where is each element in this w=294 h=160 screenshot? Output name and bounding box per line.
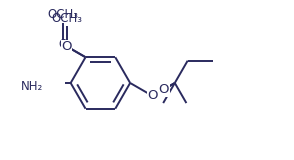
Text: O: O: [147, 89, 158, 102]
Text: OCH₃: OCH₃: [51, 12, 82, 25]
Text: O: O: [61, 40, 72, 53]
Text: O: O: [59, 38, 68, 51]
Text: NH₂: NH₂: [21, 80, 43, 93]
Text: OCH₃: OCH₃: [48, 8, 78, 20]
Text: O: O: [158, 83, 169, 96]
